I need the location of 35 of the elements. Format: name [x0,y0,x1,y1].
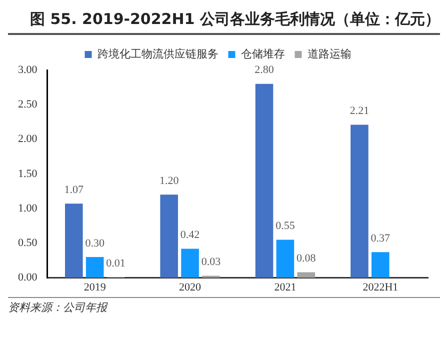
data-label: 0.03 [201,256,222,268]
y-tick-label: 3.00 [18,64,38,76]
bar [86,257,104,278]
data-label: 0.42 [180,229,200,242]
data-label: 0.08 [296,252,316,265]
bar [181,248,199,278]
y-tick-label: 2.50 [18,98,38,111]
data-label: 0.01 [106,258,126,270]
bar [276,240,294,278]
data-label: 2.80 [254,64,274,76]
data-label: 0.37 [370,232,391,245]
x-tick-label: 2021 [274,281,296,294]
y-tick-label: 2.00 [18,133,38,146]
data-label: 2.21 [350,105,370,118]
data-label: 0.55 [276,220,296,232]
legend-label: 跨境化工物流供应链服务 [97,47,218,60]
x-tick-label: 2020 [179,281,202,294]
bar [372,252,390,278]
y-tick-label: 0.50 [18,237,38,250]
data-label: 1.07 [64,184,84,196]
x-tick-label: 2022H1 [362,281,398,294]
x-tick-label: 2019 [84,281,106,294]
legend-label: 道路运输 [307,47,352,60]
chart-title: 图 55. 2019-2022H1 公司各业务毛利情况（单位：亿元） [8,8,440,35]
y-tick-label: 1.00 [18,202,38,214]
bar [160,194,178,278]
data-label: 0.30 [85,237,105,250]
text: 资料来源：公司年报 [8,297,440,315]
y-tick-label: 0.00 [18,272,38,284]
legend-label: 仓储堆存 [240,47,285,60]
data-label: 1.20 [159,175,180,188]
bar [65,204,83,278]
y-tick-label: 1.50 [18,168,38,180]
bar [350,124,368,278]
bar [255,84,274,278]
